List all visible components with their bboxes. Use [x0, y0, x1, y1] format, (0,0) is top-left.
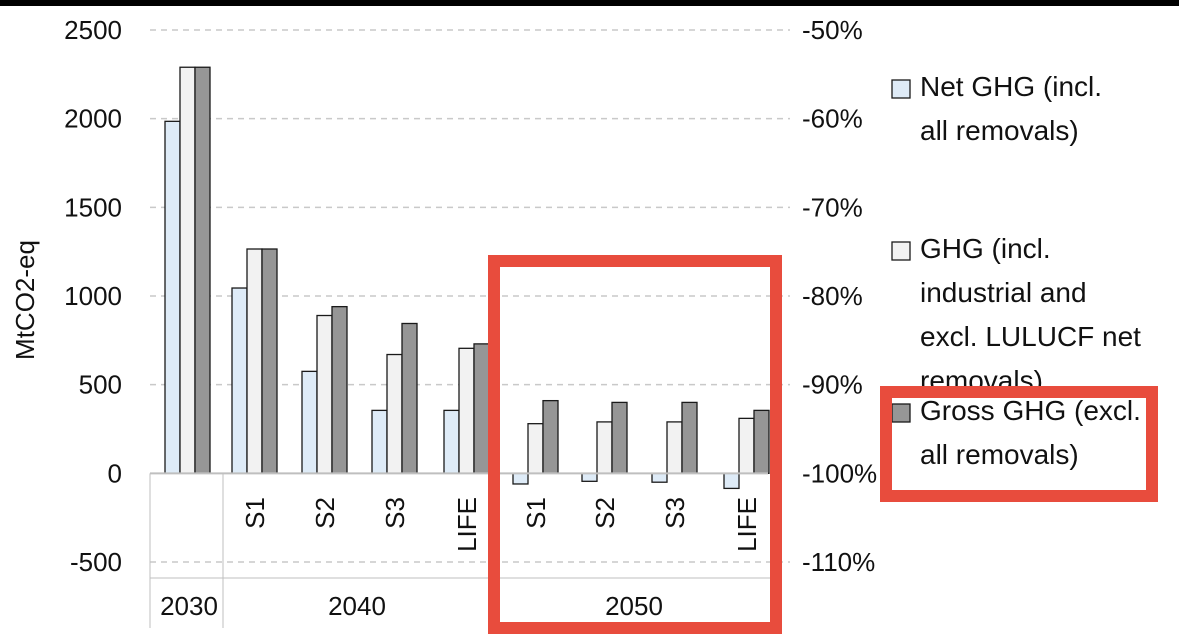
bar	[331, 305, 348, 474]
bar	[316, 314, 333, 474]
legend-label: industrial and	[920, 277, 1087, 308]
bar	[473, 343, 490, 474]
legend: Net GHG (incl. all removals) GHG (incl. ind…	[891, 71, 1141, 470]
group-label: 2050	[605, 591, 663, 621]
y2-tick-label: -70%	[802, 192, 863, 222]
bar	[596, 421, 613, 474]
bar	[164, 120, 181, 474]
category-label: S1	[521, 497, 551, 529]
bar	[738, 417, 755, 474]
highlight-box-legend	[880, 386, 1158, 502]
legend-swatch	[891, 241, 911, 261]
category-label: S3	[660, 497, 690, 529]
bar	[301, 370, 318, 474]
legend-swatch	[891, 403, 911, 423]
bar	[458, 347, 475, 474]
category-label: LIFE	[452, 497, 482, 552]
y-tick-label: -500	[70, 547, 122, 577]
y2-tick-label: -60%	[802, 104, 863, 134]
y-tick-label: 1500	[64, 192, 122, 222]
bar	[512, 472, 529, 485]
category-label: S2	[310, 497, 340, 529]
bar	[194, 66, 211, 474]
axes: 2500 -50% 2000 -60% 1500 -70% 1000 -80% 500 -90% 0…	[64, 15, 877, 628]
bar	[246, 248, 263, 474]
bar	[611, 401, 628, 474]
y2-tick-label: -80%	[802, 281, 863, 311]
bar	[723, 472, 740, 490]
legend-label: excl. LULUCF net	[920, 321, 1141, 352]
bar	[753, 409, 770, 474]
group-label: 2040	[328, 591, 386, 621]
y-tick-label: 500	[79, 370, 122, 400]
bar	[527, 423, 544, 474]
bar	[651, 472, 668, 483]
y-tick-label: 2000	[64, 104, 122, 134]
legend-swatch	[891, 79, 911, 99]
y-axis-label: MtCO2-eq	[10, 240, 40, 360]
legend-label: Net GHG (incl.	[920, 71, 1102, 102]
top-border-bar	[0, 0, 1179, 6]
legend-label: GHG (incl.	[920, 233, 1051, 264]
category-label: S1	[240, 497, 270, 529]
bar	[179, 66, 196, 474]
bars	[164, 66, 770, 490]
bar	[371, 409, 388, 474]
bar	[401, 322, 418, 474]
y2-tick-label: -90%	[802, 370, 863, 400]
y-tick-label: 1000	[64, 281, 122, 311]
legend-label: Gross GHG (excl.	[920, 395, 1141, 426]
legend-label: all removals)	[920, 115, 1079, 146]
bar	[542, 399, 559, 474]
bar	[443, 409, 460, 474]
y2-tick-label: -110%	[802, 547, 875, 577]
bar	[261, 248, 278, 474]
bar	[231, 287, 248, 474]
group-label: 2030	[160, 591, 218, 621]
y-tick-label: 0	[108, 458, 122, 488]
category-label: S3	[380, 497, 410, 529]
category-label: LIFE	[732, 497, 762, 552]
bar	[681, 401, 698, 474]
legend-label: all removals)	[920, 439, 1079, 470]
bar	[666, 421, 683, 474]
y-tick-label: 2500	[64, 15, 122, 45]
y2-tick-label: -50%	[802, 15, 863, 45]
y2-tick-label: -100%	[802, 458, 877, 488]
category-label: S2	[590, 497, 620, 529]
highlight-box-2050	[488, 255, 782, 634]
bar	[386, 353, 403, 474]
bar	[581, 472, 598, 482]
